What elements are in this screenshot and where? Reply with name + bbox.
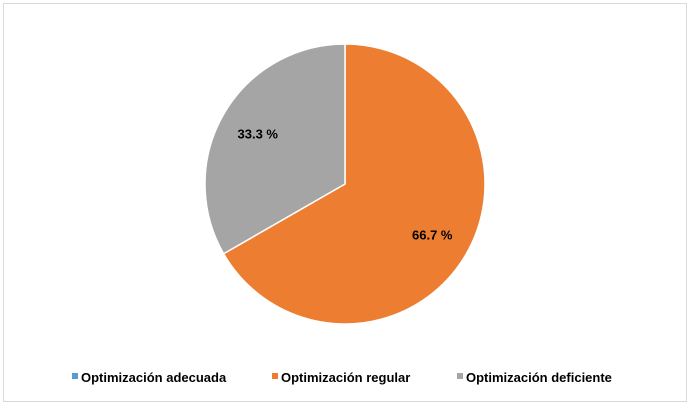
legend-label-3: Optimización deficiente [466, 370, 612, 385]
legend-label-2: Optimización regular [281, 370, 410, 385]
data-label-2: 66.7 % [412, 227, 453, 242]
legend-label-1: Optimización adecuada [81, 370, 227, 385]
pie-data-labels: 66.7 % 33.3 % [238, 127, 453, 243]
legend-swatch-2 [272, 373, 278, 379]
legend-swatch-3 [457, 373, 463, 379]
data-label-3: 33.3 % [238, 127, 279, 142]
legend: Optimización adecuada Optimización regula… [72, 370, 612, 385]
pie-slice-3 [204, 43, 346, 255]
pie-slice-2 [222, 43, 486, 325]
legend-swatch-1 [72, 373, 78, 379]
pie-slices [204, 43, 486, 325]
